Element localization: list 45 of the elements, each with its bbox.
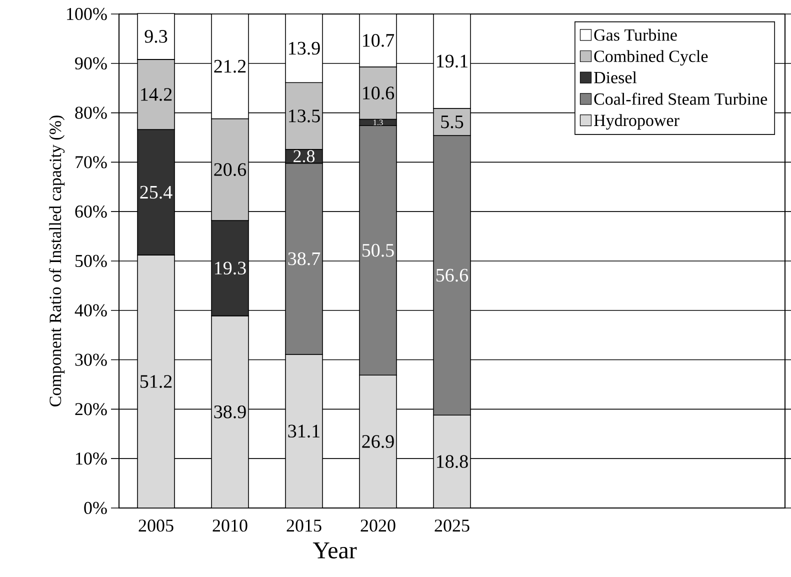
y-tick-label: 90% (75, 57, 107, 70)
y-tick-label: 0% (84, 502, 107, 514)
y-tick-label: 80% (75, 106, 107, 119)
data-label: 31.1 (288, 424, 320, 438)
x-tick-label: 2020 (360, 520, 396, 532)
legend-label: Diesel (594, 71, 637, 84)
legend-label: Combined Cycle (594, 50, 708, 66)
data-label: 38.9 (214, 405, 246, 418)
data-label: 51.2 (140, 375, 172, 388)
y-tick-label: 50% (76, 254, 107, 268)
y-tick-label: 40% (74, 304, 107, 316)
data-label: 9.3 (144, 30, 168, 43)
data-label: 1.3 (374, 120, 383, 126)
y-tick-label: 30% (75, 354, 107, 366)
x-tick-label: 2005 (138, 520, 174, 532)
data-label: 20.6 (214, 163, 246, 176)
data-label: 50.5 (362, 244, 394, 257)
legend-label: Gas Turbine (594, 28, 677, 41)
legend-label: Hydropower (594, 114, 680, 130)
data-label: 10.6 (363, 86, 394, 100)
y-tick-label: 10% (76, 452, 107, 465)
data-label: 14.2 (141, 88, 172, 101)
data-label: 19.1 (437, 54, 468, 68)
x-tick-label: 2010 (212, 520, 248, 532)
y-tick-label: 60% (75, 205, 107, 218)
x-axis-title: Year (312, 542, 357, 558)
data-label: 18.8 (437, 455, 468, 468)
x-tick-label: 2015 (286, 520, 322, 532)
y-axis-title: Component Ratio of Installed capacity (%) (48, 116, 65, 406)
y-tick-label: 20% (75, 403, 107, 416)
data-label: 25.4 (140, 186, 172, 199)
y-tick-label: 70% (76, 156, 107, 168)
data-label: 26.9 (362, 435, 394, 448)
data-label: 5.5 (441, 116, 464, 128)
data-label: 21.2 (214, 60, 246, 73)
legend-label: Coal-fired Steam Turbine (594, 92, 768, 105)
data-label: 56.6 (436, 268, 468, 282)
data-label: 13.9 (289, 42, 320, 55)
data-label: 13.5 (289, 110, 320, 122)
data-label: 2.8 (294, 150, 315, 162)
x-tick-label: 2025 (434, 520, 470, 532)
data-label: 10.7 (363, 34, 394, 47)
data-label: 19.3 (215, 262, 246, 275)
y-tick-label: 100% (67, 8, 107, 20)
data-label: 38.7 (288, 252, 320, 266)
